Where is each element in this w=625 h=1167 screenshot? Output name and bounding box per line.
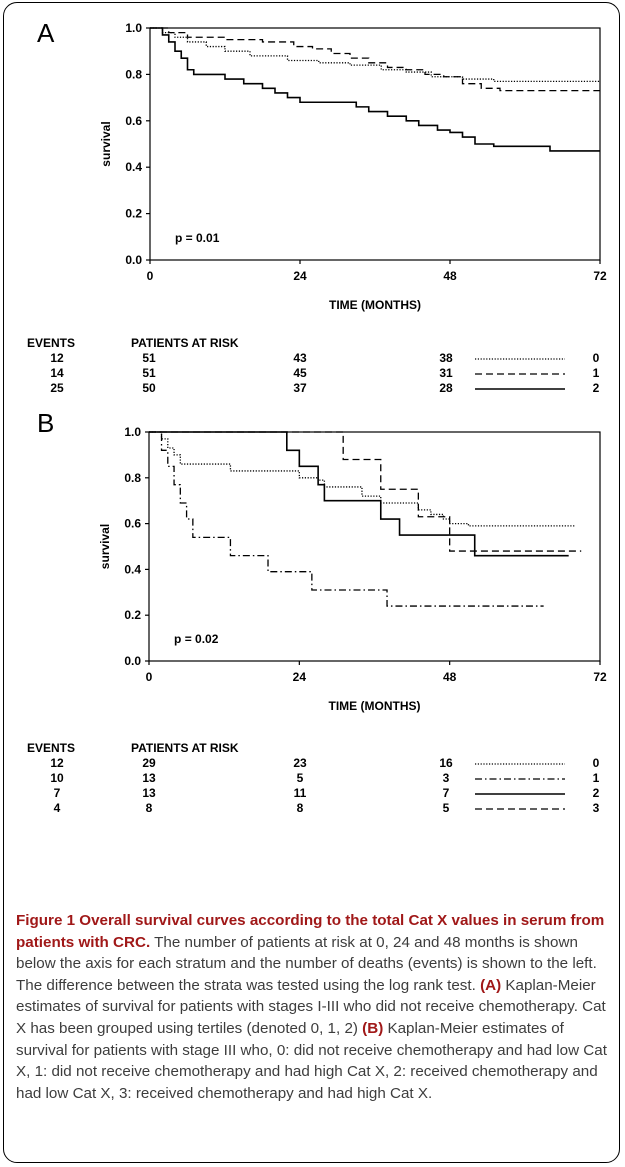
chart-b-row-legend-svg: [475, 808, 565, 810]
chart-a-y-tick-label: 0.2: [125, 207, 142, 221]
chart-b-row-events: 4: [53, 801, 61, 815]
chart-b-row-events: 7: [53, 786, 61, 800]
chart-a-x-tick-label: 48: [443, 269, 457, 283]
chart-b-row-n48: 5: [442, 801, 450, 815]
chart-a-row-label: 0: [592, 351, 600, 365]
chart-b-x-axis-label: TIME (MONTHS): [329, 699, 421, 713]
chart-b-row-label: 0: [592, 756, 600, 770]
chart-a-y-tick-label: 0.6: [125, 114, 142, 128]
chart-a-row-events: 14: [50, 366, 64, 380]
chart-a-y-tick-label: 0.0: [125, 253, 142, 267]
survival-chart-a: 0.0 0.2 0.4 0.6 0.8 1.0 0 24 48 72 TIME (MONTHS) su…: [99, 21, 607, 312]
chart-b-row-n24: 8: [296, 801, 304, 815]
chart-a-y-tick-label: 1.0: [125, 21, 142, 35]
chart-b-x-tick-label: 72: [593, 670, 607, 684]
chart-a-row-legend-svg: [475, 373, 565, 375]
chart-a-plot-area: [149, 27, 601, 261]
chart-b-x-tick-label: 0: [146, 670, 153, 684]
chart-b-row-n24: 11: [293, 786, 307, 800]
chart-a-y-axis-label: survival: [99, 121, 113, 166]
caption-title: Figure 1 Overall survival curves accordi…: [16, 912, 605, 951]
chart-b-series-2-line: [149, 431, 569, 557]
chart-a-row-n48: 38: [439, 351, 453, 365]
caption-body-1: The number of patients at risk at 0, 24 …: [16, 933, 597, 994]
chart-a-risk-header: PATIENTS AT RISK: [131, 336, 239, 350]
chart-a-series-2-line: [150, 27, 600, 152]
chart-b-row-n24: 5: [296, 771, 304, 785]
chart-b-row-n0: 13: [142, 771, 156, 785]
chart-b-row-events: 10: [50, 771, 64, 785]
chart-a-row-n48: 28: [439, 381, 453, 395]
chart-a-x-tick-label: 72: [593, 269, 607, 283]
chart-b-y-axis-label: survival: [98, 524, 112, 569]
chart-b-row-n48: 7: [442, 786, 450, 800]
figure-caption: Figure 1 Overall survival curves accordi…: [16, 910, 611, 1104]
chart-b-series-3-line: [149, 431, 582, 552]
chart-b-events-header: EVENTS: [27, 741, 76, 755]
chart-b-row-label: 1: [592, 771, 600, 785]
chart-b-row-n24: 23: [293, 756, 307, 770]
chart-a-row-label: 1: [592, 366, 600, 380]
chart-a-x-tick-label: 24: [293, 269, 307, 283]
caption-body-3: Kaplan-Meier estimates of survival for p…: [16, 1019, 607, 1102]
chart-b-p-value: p = 0.02: [174, 632, 219, 646]
chart-b-y-tick-label: 0.4: [124, 562, 141, 576]
chart-a-row-n24: 43: [293, 351, 307, 365]
caption-body-2: Kaplan-Meier estimates of survival for p…: [16, 976, 606, 1037]
chart-b-row-n0: 13: [142, 786, 156, 800]
chart-b-plot-area: [148, 431, 601, 662]
chart-b-row-legend-svg: [475, 778, 565, 780]
chart-b-y-tick-label: 1.0: [124, 425, 141, 439]
chart-a-x-tick-label: 0: [147, 269, 154, 283]
chart-b-row-n48: 3: [442, 771, 450, 785]
caption-label-a: (A): [480, 976, 502, 994]
chart-a-row-n0: 51: [142, 351, 156, 365]
chart-a-row-label: 2: [592, 381, 600, 395]
risk-table-b: EVENTS PATIENTS AT RISK 12 29 23 16 0 10 13 5 3 1 7 1…: [27, 741, 600, 815]
chart-b-x-tick-label: 48: [443, 670, 457, 684]
chart-a-row-n24: 37: [293, 381, 307, 395]
panel-label-b: B: [37, 408, 55, 438]
chart-a-row-legend-svg: [475, 358, 565, 360]
chart-a-p-value: p = 0.01: [175, 231, 220, 245]
chart-b-y-tick-label: 0.6: [124, 517, 141, 531]
chart-b-row-n0: 29: [142, 756, 156, 770]
chart-b-series-0-line: [149, 431, 575, 527]
chart-b-series-1-line: [149, 431, 544, 607]
chart-b-row-label: 3: [592, 801, 600, 815]
caption-label-b: (B): [362, 1019, 384, 1037]
chart-a-series-1-line: [150, 27, 600, 92]
chart-a-row-n48: 31: [439, 366, 453, 380]
chart-a-y-tick-label: 0.8: [125, 67, 142, 81]
chart-a-row-n0: 51: [142, 366, 156, 380]
chart-a-row-n0: 50: [142, 381, 156, 395]
chart-b-row-n0: 8: [145, 801, 153, 815]
chart-a-series-0-line: [150, 27, 600, 83]
figure-frame: [3, 2, 620, 1163]
chart-b-row-label: 2: [592, 786, 600, 800]
chart-b-y-tick-label: 0.0: [124, 654, 141, 668]
chart-a-x-axis-label: TIME (MONTHS): [329, 298, 421, 312]
panel-label-a: A: [37, 18, 55, 48]
chart-b-y-tick-label: 0.8: [124, 471, 141, 485]
chart-b-x-tick-label: 24: [293, 670, 307, 684]
chart-b-row-legend-svg: [475, 763, 565, 765]
chart-b-y-tick-label: 0.2: [124, 608, 141, 622]
chart-b-row-n48: 16: [439, 756, 453, 770]
chart-a-events-header: EVENTS: [27, 336, 76, 350]
chart-a-row-events: 12: [50, 351, 64, 365]
chart-b-risk-header: PATIENTS AT RISK: [131, 741, 239, 755]
chart-a-row-events: 25: [50, 381, 64, 395]
risk-table-a: EVENTS PATIENTS AT RISK 12 51 43 38 0 14 51 45 31 1…: [0, 0, 625, 400]
survival-chart-b: 0.0 0.2 0.4 0.6 0.8 1.0 0 24 48 72 TIME (MONTHS) su…: [98, 425, 607, 713]
chart-b-row-events: 12: [50, 756, 64, 770]
chart-b-row-legend-svg: [475, 793, 565, 795]
chart-a-row-n24: 45: [293, 366, 307, 380]
chart-a-row-legend-svg: [475, 388, 565, 390]
chart-a-y-tick-label: 0.4: [125, 160, 142, 174]
